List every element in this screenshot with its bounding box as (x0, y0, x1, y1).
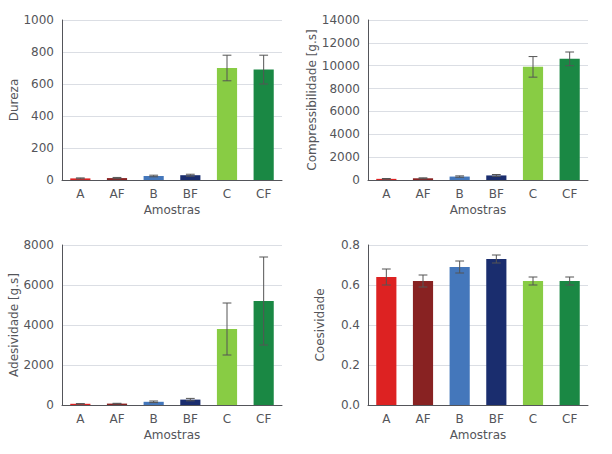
svg-text:0.2: 0.2 (341, 358, 360, 372)
svg-text:2000: 2000 (23, 358, 54, 372)
svg-text:CF: CF (256, 187, 271, 201)
svg-text:0: 0 (352, 173, 360, 187)
svg-text:BF: BF (183, 187, 198, 201)
svg-text:B: B (456, 187, 464, 201)
svg-text:A: A (382, 412, 391, 426)
svg-text:8000: 8000 (329, 82, 360, 96)
svg-text:CF: CF (562, 412, 577, 426)
svg-text:B: B (456, 412, 464, 426)
svg-text:0: 0 (46, 398, 54, 412)
svg-text:BF: BF (489, 187, 504, 201)
svg-text:A: A (382, 187, 391, 201)
svg-text:CF: CF (562, 187, 577, 201)
svg-text:8000: 8000 (23, 238, 54, 252)
svg-text:A: A (76, 412, 85, 426)
svg-text:Coesividade: Coesividade (313, 288, 327, 361)
svg-text:4000: 4000 (23, 318, 54, 332)
svg-text:10000: 10000 (322, 59, 360, 73)
svg-text:200: 200 (31, 141, 54, 155)
svg-text:800: 800 (31, 45, 54, 59)
svg-text:BF: BF (489, 412, 504, 426)
svg-text:AF: AF (109, 187, 124, 201)
svg-text:C: C (529, 412, 537, 426)
svg-text:0.4: 0.4 (341, 318, 360, 332)
svg-text:C: C (223, 412, 231, 426)
svg-text:14000: 14000 (322, 13, 360, 27)
svg-text:AF: AF (415, 187, 430, 201)
svg-text:Adesividade [g.s]: Adesividade [g.s] (7, 273, 21, 377)
svg-text:1000: 1000 (23, 13, 54, 27)
svg-text:Amostras: Amostras (144, 428, 201, 442)
svg-text:0.6: 0.6 (341, 278, 360, 292)
svg-text:600: 600 (31, 77, 54, 91)
svg-text:12000: 12000 (322, 36, 360, 50)
svg-text:C: C (529, 187, 537, 201)
svg-text:0: 0 (46, 173, 54, 187)
svg-text:400: 400 (31, 109, 54, 123)
svg-text:BF: BF (183, 412, 198, 426)
svg-text:Compressibilidade [g.s]: Compressibilidade [g.s] (305, 29, 319, 170)
svg-text:B: B (150, 187, 158, 201)
svg-text:A: A (76, 187, 85, 201)
svg-text:AF: AF (109, 412, 124, 426)
svg-text:6000: 6000 (23, 278, 54, 292)
svg-text:6000: 6000 (329, 104, 360, 118)
svg-text:Amostras: Amostras (450, 428, 507, 442)
svg-text:2000: 2000 (329, 150, 360, 164)
svg-text:CF: CF (256, 412, 271, 426)
svg-text:C: C (223, 187, 231, 201)
svg-text:4000: 4000 (329, 127, 360, 141)
svg-text:0.0: 0.0 (341, 398, 360, 412)
svg-text:0.8: 0.8 (341, 238, 360, 252)
svg-text:AF: AF (415, 412, 430, 426)
svg-text:Amostras: Amostras (144, 203, 201, 217)
svg-text:Dureza: Dureza (7, 79, 21, 122)
svg-text:Amostras: Amostras (450, 203, 507, 217)
svg-text:B: B (150, 412, 158, 426)
